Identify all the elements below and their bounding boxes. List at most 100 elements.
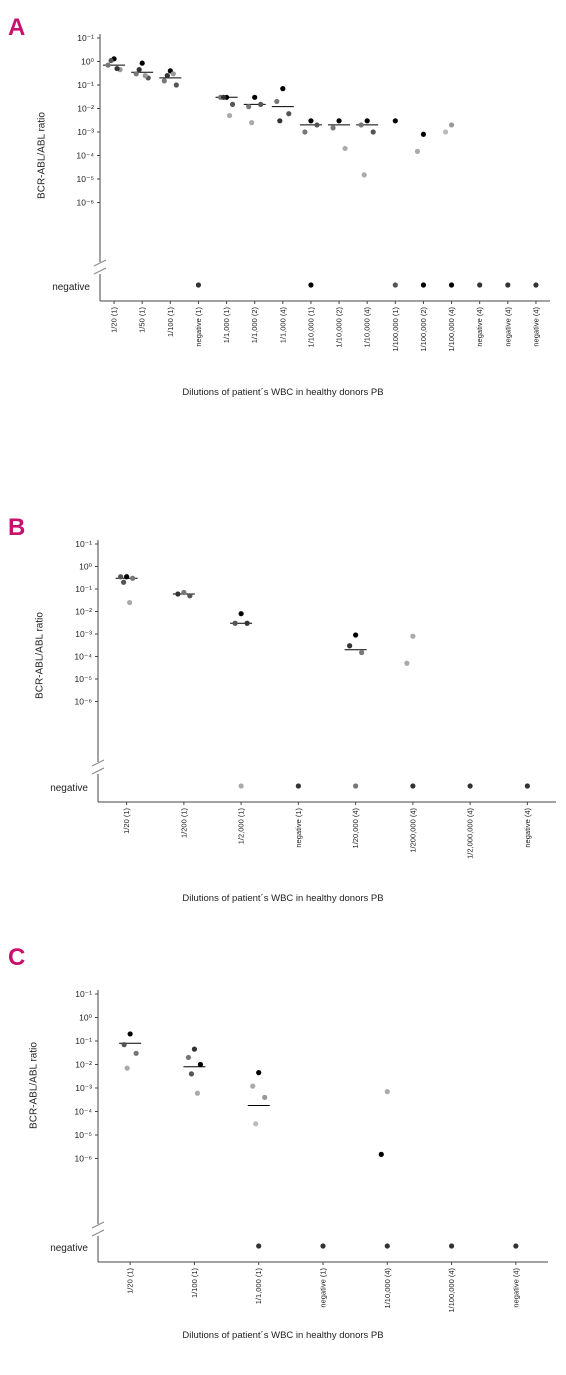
chart-a: 10⁻¹ 10⁰ 10⁻¹ 10⁻² 10⁻³ 10⁻⁴ 10⁻⁵ 10⁻⁶ negative 1…: [52, 33, 550, 352]
data-point: [188, 1071, 195, 1077]
y-tick-label: 10⁻⁶: [75, 1154, 92, 1164]
data-point: [197, 1061, 204, 1068]
data-point: [524, 783, 530, 789]
data-point: [320, 1243, 326, 1249]
data-point: [124, 1065, 130, 1071]
panel-b: B 10⁻¹ 10⁰ 10⁻¹ 10⁻² 10⁻³ 10⁻⁴ 10⁻⁵ 10⁻⁶ negativ…: [0, 500, 566, 920]
data-point: [308, 118, 314, 124]
data-point: [175, 591, 181, 597]
panel-a: A 10⁻¹ 10⁰ 10⁻¹ 10⁻² 10⁻³ 10⁻⁴ 10⁻⁵ 10⁻⁶ negativ…: [0, 0, 566, 470]
panel-letter: A: [8, 14, 26, 41]
y-tick-label: 10⁻³: [75, 1083, 92, 1093]
x-axis-label: Dilutions of patient´s WBC in healthy do…: [182, 387, 384, 398]
data-point: [139, 60, 145, 66]
y-tick-label: 10⁻⁶: [77, 198, 94, 208]
data-point: [392, 282, 398, 288]
data-point: [442, 129, 449, 135]
x-tick-label: 1/1,000 (4): [278, 307, 287, 344]
data-point: [274, 98, 280, 105]
y-tick-label: 10⁻⁵: [77, 174, 94, 184]
data-point: [136, 67, 142, 73]
y-tick-label: 10⁻¹: [75, 1036, 92, 1046]
x-tick-label: 1/10,000 (4): [383, 1268, 392, 1309]
x-tick-label: 1/200 (1): [179, 808, 188, 839]
data-point: [277, 118, 283, 124]
y-tick-label: 10⁻²: [75, 607, 92, 617]
x-axis-label: Dilutions of patient´s WBC in healthy do…: [182, 1330, 384, 1341]
x-tick-label: 1/100,000 (1): [391, 307, 400, 352]
data-point: [420, 131, 427, 137]
data-point: [232, 620, 238, 626]
data-point: [161, 78, 167, 84]
x-tick-label: negative (4): [531, 307, 540, 347]
x-tick-label: negative (1): [194, 307, 203, 347]
data-point: [384, 1243, 390, 1249]
panel-letter: B: [8, 514, 26, 541]
x-tick-label: 1/10,000 (2): [335, 307, 344, 348]
y-tick-label: 10⁻⁴: [74, 1107, 92, 1117]
data-point: [256, 1070, 262, 1076]
axis-break-mark: [93, 259, 107, 267]
chart-c: 10⁻¹ 10⁰ 10⁻¹ 10⁻² 10⁻³ 10⁻⁴ 10⁻⁵ 10⁻⁶ negative 1…: [50, 989, 548, 1313]
y-tick-label: 10⁻¹: [77, 33, 94, 43]
data-point: [286, 111, 292, 117]
data-point: [118, 574, 124, 580]
data-point: [238, 611, 244, 617]
x-tick-label: 1/100,000 (4): [447, 307, 456, 352]
y-tick-label: 10⁻⁵: [75, 674, 92, 684]
y-tick-label: 10⁻¹: [75, 584, 92, 594]
y-tick-label: 10⁻¹: [77, 80, 94, 90]
axis-break-mark: [93, 267, 107, 275]
x-tick-label: 1/100,000 (2): [419, 307, 428, 352]
x-tick-label: 1/20 (1): [122, 808, 131, 834]
x-tick-label: negative (4): [475, 307, 484, 347]
data-point: [108, 57, 114, 64]
panel-c: C 10⁻¹ 10⁰ 10⁻¹ 10⁻² 10⁻³ 10⁻⁴ 10⁻⁵ 10⁻⁶ negativ…: [0, 930, 566, 1375]
data-point: [533, 282, 539, 288]
data-point: [127, 599, 133, 606]
data-point: [420, 282, 427, 288]
data-point: [114, 65, 120, 72]
data-point: [358, 122, 364, 128]
x-tick-label: 1/100 (1): [190, 1268, 199, 1299]
x-tick-label: 1/200,000 (4): [408, 808, 417, 853]
data-point: [252, 94, 258, 100]
data-point: [124, 574, 130, 580]
data-point: [364, 118, 370, 124]
y-tick-label: 10⁰: [79, 562, 92, 572]
axis-break-mark: [91, 767, 105, 775]
axis-break-mark: [91, 1229, 105, 1237]
data-point: [347, 643, 353, 649]
x-tick-label: negative (4): [503, 307, 512, 347]
negative-label: negative: [50, 783, 88, 794]
x-tick-label: 1/2,000 (1): [237, 808, 246, 845]
data-point: [195, 282, 202, 288]
data-point: [220, 94, 227, 100]
data-point: [238, 783, 244, 789]
data-point: [361, 172, 367, 178]
axis-break-mark: [91, 1221, 105, 1229]
data-point: [105, 62, 111, 68]
data-point: [121, 1042, 127, 1048]
data-point: [127, 1031, 133, 1037]
data-point: [185, 1054, 192, 1061]
data-point: [448, 122, 455, 128]
data-point: [258, 101, 264, 107]
x-tick-label: 1/1,000 (1): [222, 307, 231, 344]
y-tick-label: 10⁻⁵: [75, 1130, 92, 1140]
y-tick-label: 10⁰: [79, 1013, 92, 1023]
data-point: [256, 1243, 262, 1249]
x-tick-label: negative (1): [294, 808, 303, 848]
data-point: [384, 1089, 390, 1095]
negative-label: negative: [52, 282, 90, 293]
data-point: [170, 71, 176, 77]
chart-b: 10⁻¹ 10⁰ 10⁻¹ 10⁻² 10⁻³ 10⁻⁴ 10⁻⁵ 10⁻⁶ negative 1…: [50, 539, 556, 859]
data-point: [336, 118, 342, 124]
data-point: [142, 73, 148, 79]
y-tick-label: 10⁻³: [75, 629, 92, 639]
y-tick-label: 10⁻²: [75, 1060, 92, 1070]
data-point: [181, 589, 187, 596]
x-tick-label: negative (4): [523, 808, 532, 848]
data-point: [302, 129, 308, 135]
data-point: [467, 783, 473, 789]
